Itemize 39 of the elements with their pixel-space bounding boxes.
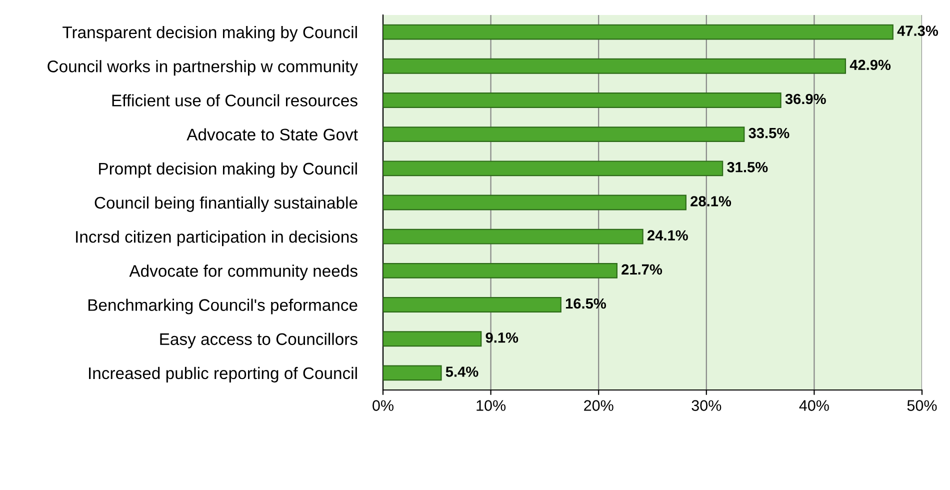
x-tick-label: 10%: [476, 400, 506, 411]
bar: [383, 297, 562, 312]
data-label: 21.7%: [622, 264, 662, 275]
data-label: 33.5%: [748, 128, 790, 138]
bar: [383, 92, 782, 108]
data-label: 16.5%: [566, 298, 606, 309]
bar: [383, 331, 482, 347]
x-tick-label: 0%: [372, 400, 394, 411]
x-tick-label: 50%: [907, 400, 937, 411]
bar: [383, 228, 644, 244]
y-tick-label: Easy access to Councillors: [160, 332, 358, 348]
data-label: 47.3%: [897, 26, 938, 36]
y-tick-label: Transparent decision making by Council: [62, 26, 357, 42]
y-tick-label: Increased public reporting of Council: [89, 366, 357, 382]
data-label: 36.9%: [785, 94, 826, 104]
y-tick-label: Incrsd citizen participation in decisions: [76, 230, 358, 246]
bar: [383, 58, 846, 74]
data-label: 28.1%: [690, 196, 732, 206]
y-tick-label: Advocate for community needs: [129, 264, 358, 280]
y-tick-label: Council works in partnership w community: [48, 60, 358, 76]
bar: [383, 365, 442, 381]
data-label: 42.9%: [850, 60, 891, 70]
data-label: 31.5%: [727, 162, 768, 172]
bar: [383, 126, 745, 142]
y-tick-label: Prompt decision making by Council: [99, 162, 357, 178]
y-tick-label: Efficient use of Council resources: [112, 94, 358, 106]
data-label: 5.4%: [446, 366, 478, 377]
bar: [383, 24, 894, 40]
y-tick-label: Council being finantially sustainable: [94, 196, 358, 212]
bar: [383, 262, 618, 278]
x-tick-label: 20%: [584, 400, 614, 411]
data-label: 9.1%: [486, 332, 518, 343]
y-tick-label: Benchmarking Council's peformance: [88, 298, 358, 314]
data-label: 24.1%: [647, 230, 688, 240]
x-tick-label: 30%: [692, 400, 722, 411]
bar: [383, 194, 686, 210]
x-tick-label: 40%: [799, 400, 829, 411]
bar: [383, 160, 724, 176]
y-tick-label: Advocate to State Govt: [186, 128, 358, 141]
